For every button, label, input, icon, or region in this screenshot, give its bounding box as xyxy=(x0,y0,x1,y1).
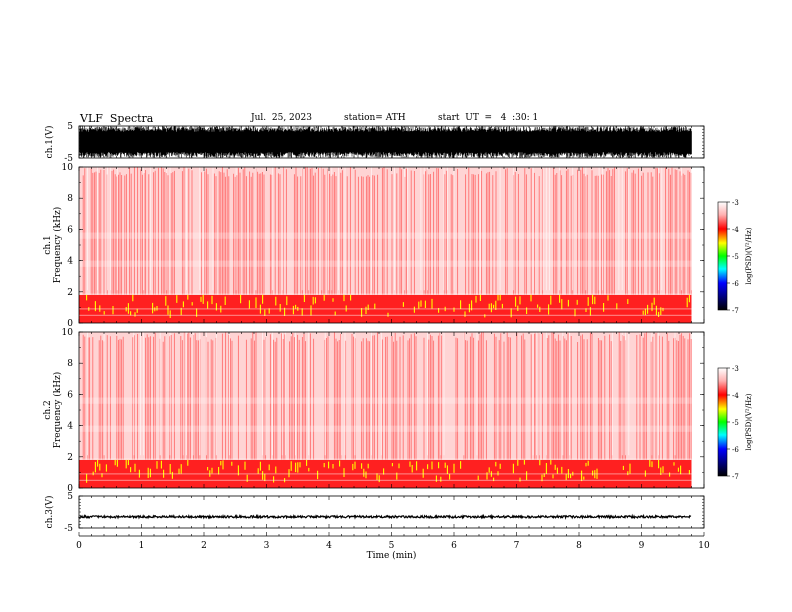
ch1-spectrogram-ytick-label: 10 xyxy=(62,163,74,173)
ch3-waveform-panel: 5 -5 ch.3(V) xyxy=(44,492,705,534)
ch1-spectrogram-panel: 0 2 4 6 8 10 ch.1 Frequency (kHz) xyxy=(43,163,705,329)
ch2-colorbar-tick-label: -7 xyxy=(732,473,739,481)
chart-title: VLF Spectra xyxy=(80,112,154,125)
ch1-colorbar-label: log(PSD)(V²/Hz) xyxy=(745,227,753,284)
ch2-spectrogram-ytick-label: 10 xyxy=(62,328,74,338)
ch2-colorbar-tick-label: -5 xyxy=(732,419,739,427)
time-axis-tick-label: 2 xyxy=(201,541,207,551)
ch2-spectrogram-streaks xyxy=(82,332,692,460)
ch1-colorbar-tick-label: -5 xyxy=(732,253,739,261)
ch3-waveform-ytick-label: 5 xyxy=(67,492,73,502)
ch1-waveform-trace xyxy=(79,126,692,158)
ch1-colorbar-tick-label: -7 xyxy=(732,307,739,315)
ch3-waveform-ylabel: ch.3(V) xyxy=(44,496,55,529)
ch3-waveform-ytick-label: -5 xyxy=(64,524,73,534)
time-axis-tick-label: 4 xyxy=(326,541,332,551)
time-axis-tick-label: 8 xyxy=(576,541,582,551)
ch2-colorbar-tick-label: -6 xyxy=(732,446,739,454)
ch2-spectrogram-ytick-label: 8 xyxy=(67,359,73,369)
date-label: Jul. 25, 2023 xyxy=(251,113,312,123)
ch2-spectrogram-light-band-1 xyxy=(79,397,692,404)
time-axis-tick-label: 3 xyxy=(264,541,270,551)
ch2-spectrogram-ytick-label: 0 xyxy=(67,484,73,494)
ch1-colorbar: -3 -4 -5 -6 -7 log(PSD)(V²/Hz) xyxy=(717,199,753,315)
ch1-spectrogram-light-band-0 xyxy=(79,260,692,267)
time-axis-tick-label: 10 xyxy=(698,541,710,551)
ch1-spectrogram-channel-label: ch.1 xyxy=(43,235,53,254)
ch3-waveform-frame xyxy=(78,495,705,529)
ch2-colorbar-scale xyxy=(717,367,728,477)
time-axis-tick-label: 9 xyxy=(639,541,645,551)
ch2-colorbar: -3 -4 -5 -6 -7 log(PSD)(V²/Hz) xyxy=(717,365,753,481)
time-axis-tick-label: 0 xyxy=(76,541,82,551)
ch1-colorbar-tick-label: -4 xyxy=(732,226,739,234)
ch2-colorbar-label: log(PSD)(V²/Hz) xyxy=(745,393,753,450)
ch1-colorbar-scale xyxy=(717,201,728,311)
start-time-label: start UT = 4 :30: 1 xyxy=(438,113,539,123)
ch3-waveform-trace xyxy=(78,513,692,520)
ch2-spectrogram-ytick-label: 4 xyxy=(67,422,73,432)
ch2-spectrogram-channel-label: ch.2 xyxy=(43,400,53,419)
time-axis-label: Time (min) xyxy=(367,550,417,561)
ch2-spectrogram-light-band-0 xyxy=(79,425,692,432)
ch1-spectrogram-ylabel: Frequency (kHz) xyxy=(52,207,63,284)
time-axis-tick-label: 1 xyxy=(139,541,145,551)
ch1-spectrogram-quiet-lines xyxy=(87,167,692,291)
ch1-spectrogram-ytick-label: 8 xyxy=(67,194,73,204)
time-axis: 0 1 2 3 4 5 6 7 8 9 10 Time (min) xyxy=(76,532,710,561)
ch1-colorbar-tick-label: -3 xyxy=(732,199,739,207)
time-axis-tick-label: 6 xyxy=(451,541,457,551)
ch2-spectrogram-panel: 0 2 4 6 8 10 ch.2 Frequency (kHz) xyxy=(43,328,705,494)
ch1-waveform-ytick-label: 5 xyxy=(67,122,73,132)
ch2-spectrogram-quiet-lines xyxy=(87,332,676,456)
ch1-spectrogram-ytick-label: 6 xyxy=(67,225,73,235)
ch1-colorbar-tick-label: -6 xyxy=(732,280,739,288)
time-axis-tick-label: 5 xyxy=(389,541,395,551)
station-label: station= ATH xyxy=(344,113,406,123)
ch1-spectrogram-ytick-label: 0 xyxy=(67,319,73,329)
ch1-spectrogram-band-medium xyxy=(79,167,692,295)
ch2-spectrogram-ytick-label: 6 xyxy=(67,390,73,400)
ch1-waveform-ytick-label: -5 xyxy=(64,154,73,164)
ch2-spectrogram-ytick-label: 2 xyxy=(67,453,73,463)
ch1-spectrogram-streaks xyxy=(82,167,692,295)
ch2-spectrogram-ylabel: Frequency (kHz) xyxy=(52,372,63,449)
ch2-colorbar-tick-label: -3 xyxy=(732,365,739,373)
ch1-spectrogram-ytick-label: 4 xyxy=(67,257,73,267)
ch1-spectrogram-ytick-label: 2 xyxy=(67,288,73,298)
ch1-spectrogram-light-band-1 xyxy=(79,232,692,239)
time-axis-tick-label: 7 xyxy=(514,541,520,551)
ch1-waveform-ylabel: ch.1(V) xyxy=(44,126,55,159)
ch1-waveform-panel: 5 -5 ch.1(V) xyxy=(44,122,705,164)
ch2-colorbar-tick-label: -4 xyxy=(732,392,739,400)
